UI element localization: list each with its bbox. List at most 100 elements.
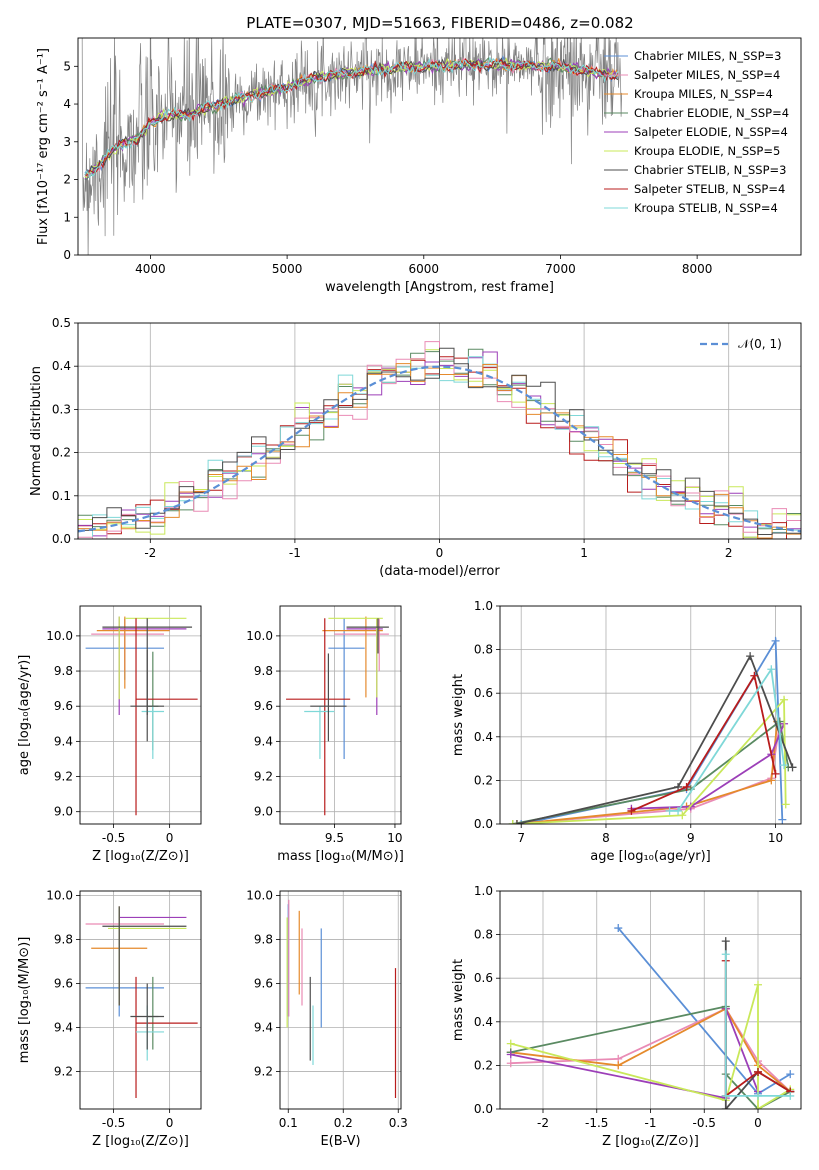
y-tick-label: 0.0	[52, 532, 71, 546]
y-tick-label: 9.8	[54, 932, 73, 946]
x-tick-label: 2	[725, 546, 733, 560]
y-tick-label: 10.0	[46, 888, 73, 902]
weight-line	[631, 673, 777, 812]
x-axis-label: Z [log₁₀(Z/Z⊙)]	[92, 849, 189, 864]
model-spectrum-line	[84, 57, 619, 180]
y-tick-label: 9.4	[254, 1021, 273, 1035]
y-axis-label: mass [log₁₀(M/M⊙)]	[17, 937, 32, 1064]
x-tick-label: 0.2	[334, 1116, 353, 1130]
y-tick-label: 0.0	[474, 817, 493, 831]
y-tick-label: 0.4	[474, 1015, 493, 1029]
y-axis-label: Normed distribution	[29, 366, 44, 496]
axes-frame	[279, 890, 402, 1110]
weight-marker	[786, 1091, 795, 1100]
y-tick-label: 0.6	[474, 971, 493, 985]
figure-title: PLATE=0307, MJD=51663, FIBERID=0486, z=0…	[246, 14, 633, 32]
weight-marker	[754, 1067, 762, 1076]
x-axis-label: wavelength [Angstrom, rest frame]	[325, 280, 554, 295]
weight-marker	[786, 1070, 795, 1079]
model-spectrum-line	[84, 57, 618, 179]
x-tick-label: 0	[754, 1116, 762, 1130]
legend-entry: 𝒩(0, 1)	[738, 337, 782, 351]
x-tick-label: 8	[602, 831, 610, 845]
weight-line	[724, 954, 791, 1097]
y-tick-label: 0.8	[474, 643, 493, 657]
y-tick-label: 10.0	[246, 629, 273, 643]
weight-marker	[721, 1091, 730, 1100]
y-tick-label: 0.0	[474, 1102, 493, 1116]
weight-marker	[778, 815, 787, 824]
weight-marker	[771, 636, 780, 645]
y-tick-label: 9.0	[254, 805, 273, 819]
model-spectrum-line	[84, 57, 619, 176]
y-tick-label: 0.1	[52, 489, 71, 503]
x-tick-label: 5000	[272, 262, 303, 276]
y-tick-label: 9.2	[54, 770, 73, 784]
weight-marker	[754, 1105, 762, 1109]
y-tick-label: 9.6	[254, 699, 273, 713]
y-tick-label: 10.0	[246, 888, 273, 902]
plot-area	[81, 38, 623, 255]
y-tick-label: 9.4	[254, 734, 273, 748]
axes-frame	[79, 890, 202, 1110]
weight-marker	[508, 820, 517, 824]
y-tick-label: 9.6	[254, 976, 273, 990]
y-tick-label: 0.2	[52, 446, 71, 460]
y-tick-label: 10.0	[46, 629, 73, 643]
y-tick-label: 9.6	[54, 976, 73, 990]
legend-entry: Chabrier STELIB, N_SSP=3	[634, 163, 786, 177]
x-tick-label: -1	[645, 1116, 657, 1130]
weight-marker	[506, 1039, 515, 1048]
y-tick-label: 9.4	[54, 734, 73, 748]
y-tick-label: 1.0	[474, 884, 493, 898]
x-tick-label: 1	[580, 546, 588, 560]
plot-area	[80, 891, 201, 1109]
weight-marker	[767, 665, 776, 674]
x-axis-label: E(B-V)	[320, 1134, 360, 1149]
y-tick-label: 0.3	[52, 402, 71, 416]
normal-curve	[78, 365, 801, 533]
weight-marker	[775, 717, 784, 726]
plot-area	[280, 606, 401, 824]
x-tick-label: 0.3	[389, 1116, 408, 1130]
weight-line	[512, 697, 787, 824]
legend-entry: Chabrier MILES, N_SSP=3	[634, 49, 781, 63]
x-tick-label: 0	[166, 1116, 174, 1130]
chart-age_vs_mass: 9.5 10 9.0 9.2 9.4 9.6 9.8 10.0 mass [log₁₀(M/M⊙…	[246, 605, 404, 864]
weight-marker	[517, 820, 526, 824]
y-axis-label: mass weight	[451, 674, 466, 756]
y-tick-label: 9.4	[54, 1021, 73, 1035]
y-tick-label: 5	[63, 59, 71, 73]
axes-frame	[77, 322, 802, 540]
y-tick-label: 1.0	[474, 599, 493, 613]
weight-marker	[682, 782, 691, 791]
y-axis-label: Flux [fλ10⁻¹⁷ erg cm⁻² s⁻¹ A⁻¹]	[36, 48, 51, 245]
weight-marker	[674, 806, 683, 815]
y-tick-label: 9.8	[54, 664, 73, 678]
x-axis-label: age [log₁₀(age/yr)]	[590, 849, 711, 864]
x-tick-label: 7	[517, 831, 525, 845]
weight-line	[669, 666, 785, 812]
x-axis-label: mass [log₁₀(M/M⊙)]	[277, 849, 404, 864]
y-tick-label: 9.2	[254, 1065, 273, 1079]
y-tick-label: 0.4	[474, 730, 493, 744]
x-tick-label: -1.5	[585, 1116, 608, 1130]
observed-spectrum	[81, 38, 623, 255]
y-tick-label: 4	[63, 97, 71, 111]
weight-marker	[754, 980, 762, 989]
chart-weight_vs_age: 7 8 9 10 0.0 0.2 0.4 0.6 0.8 1.0 age [log₁₀(age/yr…	[451, 599, 802, 864]
plot-area	[80, 606, 201, 824]
x-axis-label: Z [log₁₀(Z/Z⊙)]	[602, 1134, 699, 1149]
weight-marker	[771, 769, 780, 778]
y-tick-label: 1	[63, 210, 71, 224]
x-tick-label: 9.5	[325, 831, 344, 845]
y-axis-label: age [log₁₀(age/yr)]	[17, 655, 32, 776]
y-tick-label: 0.6	[474, 686, 493, 700]
legend-entry: Chabrier ELODIE, N_SSP=4	[634, 106, 789, 120]
x-tick-label: 0	[436, 546, 444, 560]
x-tick-label: 8000	[682, 262, 713, 276]
weight-marker	[754, 1091, 762, 1100]
y-tick-label: 0.5	[52, 316, 71, 330]
spectrum-legend: Chabrier MILES, N_SSP=3 Salpeter MILES, N…	[604, 49, 789, 215]
